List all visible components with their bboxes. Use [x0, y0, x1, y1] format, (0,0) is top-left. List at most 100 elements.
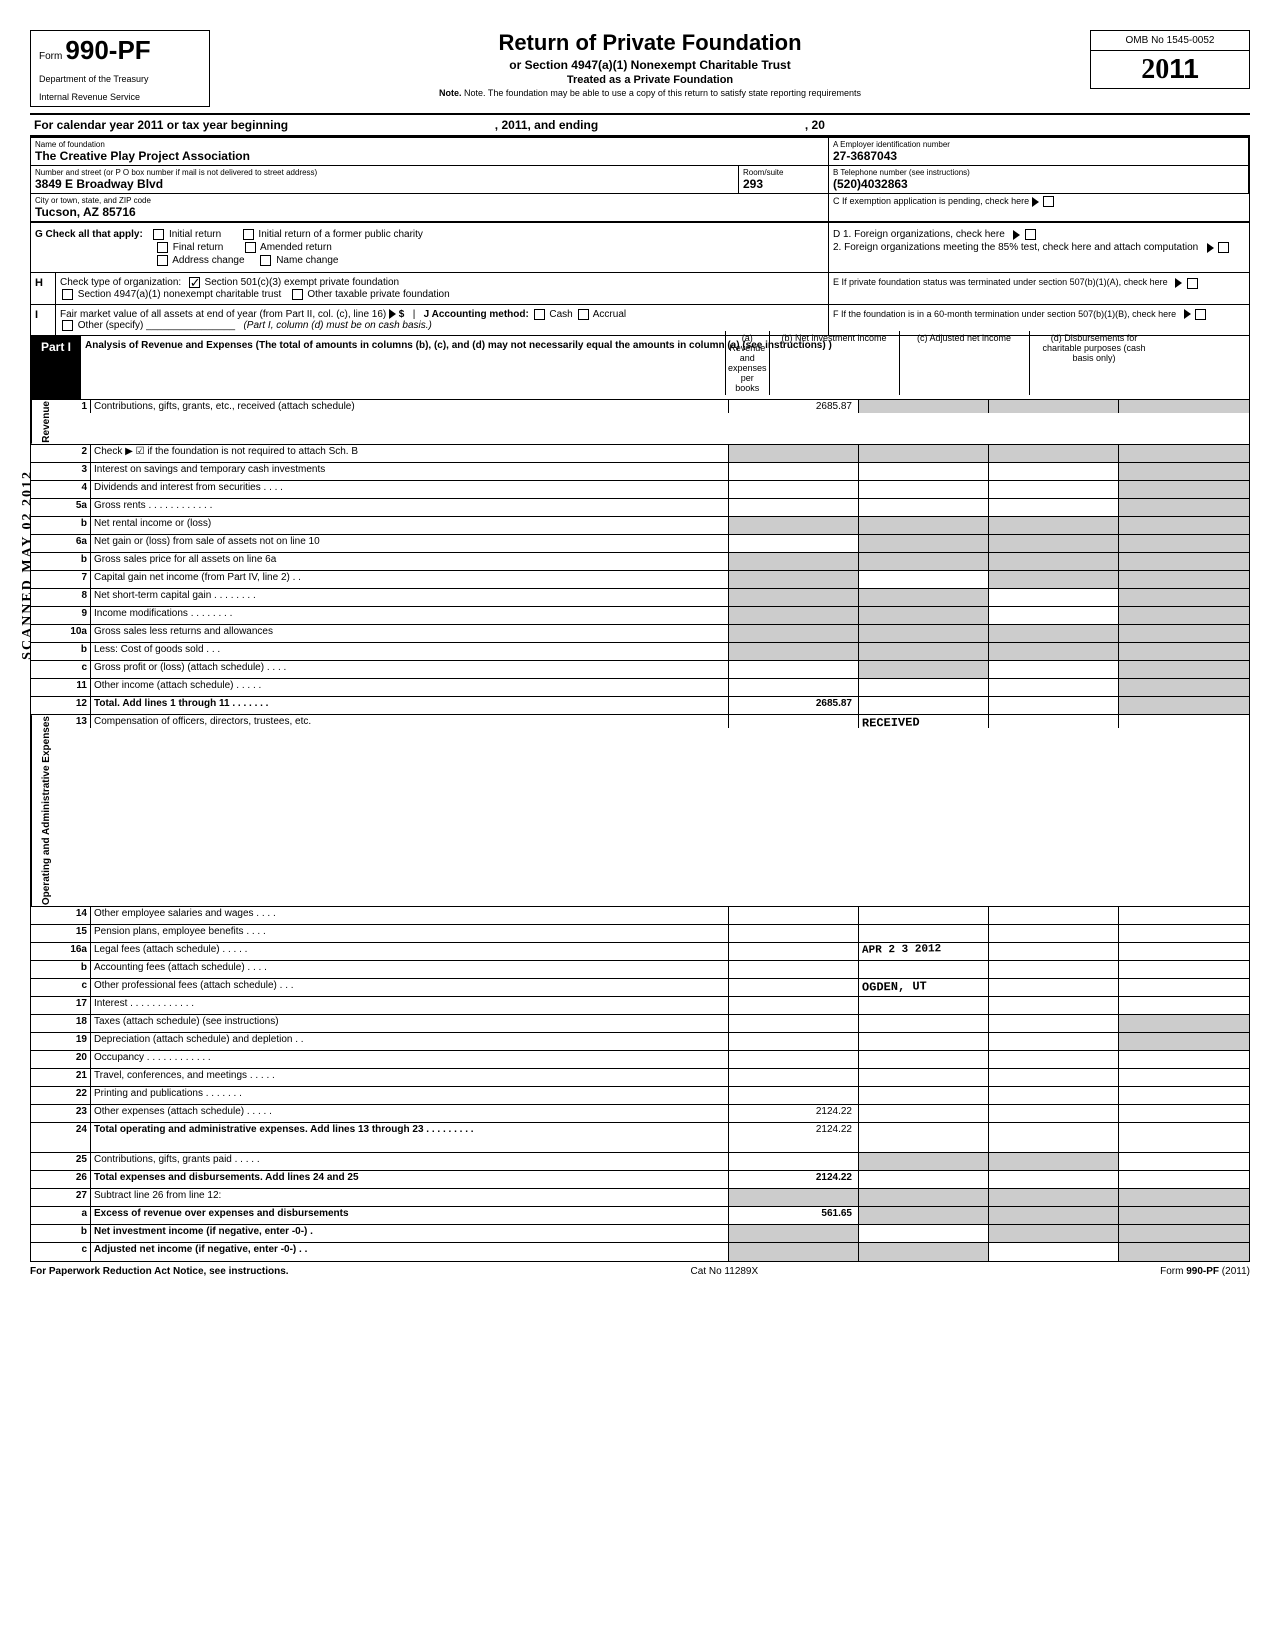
stamp-date: APR 2 3 2012	[862, 943, 941, 956]
rd-16b: Accounting fees (attach schedule) . . . …	[91, 961, 729, 978]
tri-icon	[1184, 309, 1191, 319]
rd-24: Total operating and administrative expen…	[91, 1123, 729, 1152]
chk-4947[interactable]	[62, 289, 73, 300]
sub-title: or Section 4947(a)(1) Nonexempt Charitab…	[230, 58, 1070, 72]
tri-icon	[389, 309, 396, 319]
rd-20: Occupancy . . . . . . . . . . . .	[91, 1051, 729, 1068]
scanned-stamp: SCANNED MAY 02 2012	[20, 470, 36, 660]
part1-desc: Analysis of Revenue and Expenses (The to…	[85, 340, 832, 351]
rd-6b: Gross sales price for all assets on line…	[91, 553, 729, 570]
treated-title: Treated as a Private Foundation	[230, 74, 1070, 86]
dept-treasury: Department of the Treasury	[39, 74, 201, 84]
rd-15: Pension plans, employee benefits . . . .	[91, 925, 729, 942]
year-yy: 11	[1169, 53, 1199, 84]
chk-e[interactable]	[1187, 278, 1198, 289]
rd-16a: Legal fees (attach schedule) . . . . .	[91, 943, 729, 960]
col-c: (c) Adjusted net income	[899, 331, 1029, 395]
rd-22: Printing and publications . . . . . . .	[91, 1087, 729, 1104]
chk-name-change[interactable]	[260, 255, 271, 266]
rn-27b: b	[61, 1225, 91, 1242]
rd-5a: Gross rents . . . . . . . . . . . .	[91, 499, 729, 516]
col-d: (d) Disbursements for charitable purpose…	[1029, 331, 1159, 395]
chk-cash[interactable]	[534, 309, 545, 320]
rd-4: Dividends and interest from securities .…	[91, 481, 729, 498]
city-label: City or town, state, and ZIP code	[35, 196, 824, 205]
chk-final[interactable]	[157, 242, 168, 253]
rn-10c: c	[61, 661, 91, 678]
note-content: Note. The foundation may be able to use …	[464, 88, 861, 98]
rn-1: 1	[61, 400, 91, 413]
chk-other-method[interactable]	[62, 320, 73, 331]
ra-23: 2124.22	[729, 1105, 859, 1122]
rd-7: Capital gain net income (from Part IV, l…	[91, 571, 729, 588]
rn-6b: b	[61, 553, 91, 570]
f-label: F If the foundation is in a 60-month ter…	[833, 309, 1176, 319]
chk-f[interactable]	[1195, 309, 1206, 320]
year-prefix: 20	[1141, 54, 1169, 85]
rn-23: 23	[61, 1105, 91, 1122]
omb-box: OMB No 1545-0052	[1090, 30, 1250, 51]
ra-27a: 561.65	[729, 1207, 859, 1224]
rn-7: 7	[61, 571, 91, 588]
rn-24: 24	[61, 1123, 91, 1152]
cal-right: , 20	[805, 118, 825, 132]
part1-header: Part I Analysis of Revenue and Expenses …	[30, 336, 1250, 400]
chk-other-taxable[interactable]	[292, 289, 303, 300]
rn-16c: c	[61, 979, 91, 996]
ein-label: A Employer identification number	[833, 140, 1244, 149]
rn-27c: c	[61, 1243, 91, 1261]
rd-10c: Gross profit or (loss) (attach schedule)…	[91, 661, 729, 678]
chk-amended[interactable]	[245, 242, 256, 253]
rd-10a: Gross sales less returns and allowances	[91, 625, 729, 642]
rd-23: Other expenses (attach schedule) . . . .…	[91, 1105, 729, 1122]
rd-26: Total expenses and disbursements. Add li…	[91, 1171, 729, 1188]
lbl-name-change: Name change	[276, 255, 338, 266]
chk-501c3[interactable]	[189, 277, 200, 288]
rn-15: 15	[61, 925, 91, 942]
chk-d1[interactable]	[1025, 229, 1036, 240]
chk-d2[interactable]	[1218, 242, 1229, 253]
check-section-g: G Check all that apply: Initial return I…	[30, 223, 1250, 273]
lbl-accrual: Accrual	[593, 309, 626, 320]
rn-8: 8	[61, 589, 91, 606]
lbl-addr-change: Address change	[172, 255, 244, 266]
d1-label: D 1. Foreign organizations, check here	[833, 229, 1005, 240]
tri-icon	[1013, 230, 1020, 240]
rn-10b: b	[61, 643, 91, 660]
room-value: 293	[743, 177, 824, 191]
vlabel-revenue: Revenue	[31, 400, 61, 444]
form-header-row: Form 990-PF Department of the Treasury I…	[30, 30, 1250, 107]
tri-icon	[1175, 278, 1182, 288]
rn-9: 9	[61, 607, 91, 624]
lbl-other: Other (specify)	[78, 320, 144, 331]
addr-label: Number and street (or P O box number if …	[35, 168, 734, 177]
rd-1: Contributions, gifts, grants, etc., rece…	[91, 400, 729, 413]
lbl-initial: Initial return	[169, 229, 221, 240]
rn-2: 2	[61, 445, 91, 462]
chk-initial-former[interactable]	[243, 229, 254, 240]
chk-addr-change[interactable]	[157, 255, 168, 266]
rn-17: 17	[61, 997, 91, 1014]
cal-mid: , 2011, and ending	[495, 118, 598, 132]
footer-right: Form 990-PF (2011)	[1160, 1266, 1250, 1277]
section-h: H Check type of organization: Section 50…	[30, 273, 1250, 304]
vlabel-expenses: Operating and Administrative Expenses	[31, 715, 61, 906]
rd-19: Depreciation (attach schedule) and deple…	[91, 1033, 729, 1050]
rn-5a: 5a	[61, 499, 91, 516]
i-label: I	[31, 305, 56, 335]
rn-18: 18	[61, 1015, 91, 1032]
ra-1: 2685.87	[729, 400, 859, 413]
chk-initial[interactable]	[153, 229, 164, 240]
chk-accrual[interactable]	[578, 309, 589, 320]
rd-27b: Net investment income (if negative, ente…	[91, 1225, 729, 1242]
stamp-received: RECEIVED	[862, 715, 920, 730]
c-checkbox[interactable]	[1043, 196, 1054, 207]
rn-10a: 10a	[61, 625, 91, 642]
rd-8: Net short-term capital gain . . . . . . …	[91, 589, 729, 606]
rn-13: 13	[61, 715, 91, 728]
rn-5b: b	[61, 517, 91, 534]
note-text: Note. Note. The foundation may be able t…	[230, 88, 1070, 98]
g-label: G Check all that apply:	[35, 229, 143, 240]
rd-16c: Other professional fees (attach schedule…	[91, 979, 729, 996]
rn-21: 21	[61, 1069, 91, 1086]
